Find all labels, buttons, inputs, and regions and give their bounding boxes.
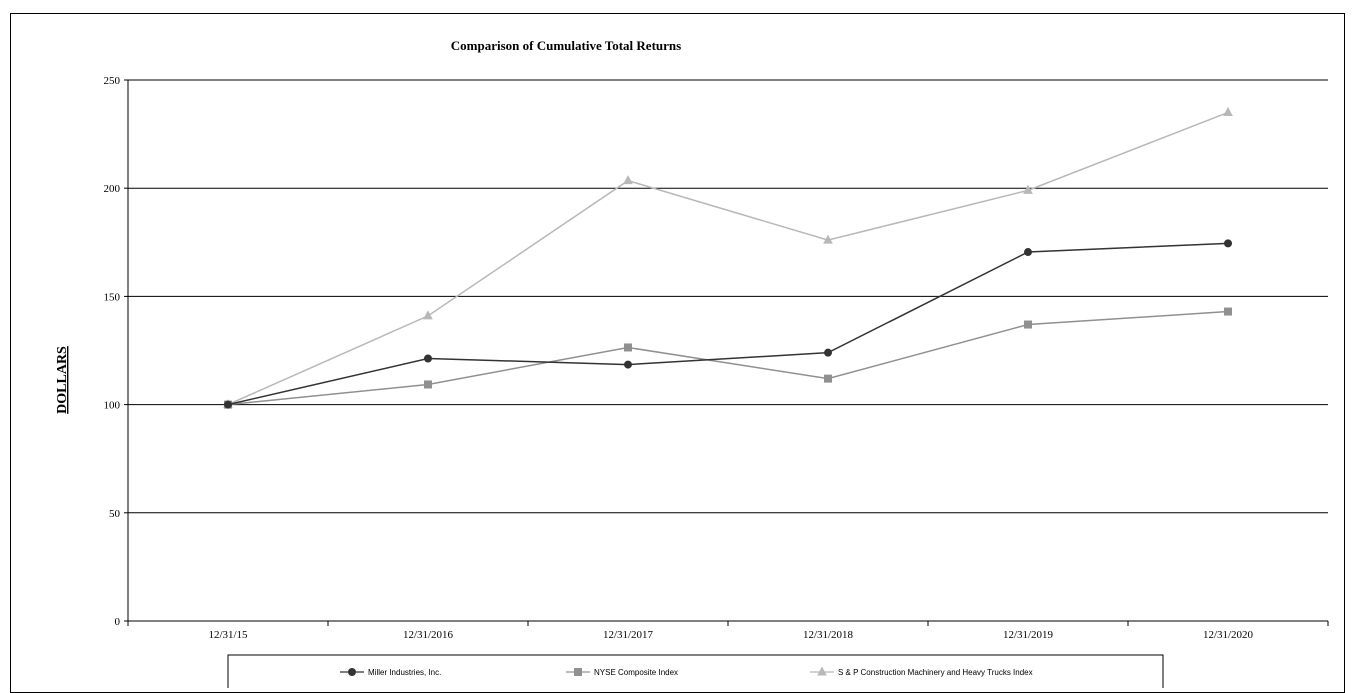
legend-marker — [574, 668, 582, 676]
data-point — [1024, 320, 1032, 329]
x-tick-label: 12/31/2019 — [1003, 629, 1054, 641]
series-0 — [224, 239, 1232, 409]
legend-marker — [348, 668, 356, 676]
legend-item: NYSE Composite Index — [566, 668, 678, 677]
data-point — [624, 343, 632, 352]
x-tick-label: 12/31/2020 — [1203, 629, 1254, 641]
data-point — [424, 354, 432, 363]
chart-frame — [10, 13, 1345, 693]
y-tick-label: 0 — [115, 616, 121, 628]
legend-label: Miller Industries, Inc. — [368, 668, 441, 677]
axes: 0 50 100 150 200 250 12/31/15 12/31/2016 12/31/2… — [104, 75, 1329, 641]
x-tick-label: 12/31/2017 — [603, 629, 654, 641]
legend-item: Miller Industries, Inc. — [340, 668, 441, 677]
y-tick-label: 200 — [104, 183, 121, 195]
legend-box — [227, 654, 1164, 688]
legend-item: S & P Construction Machinery and Heavy T… — [810, 666, 1033, 677]
x-tick-label: 12/31/15 — [208, 629, 248, 641]
data-point — [424, 380, 432, 389]
data-point — [624, 360, 632, 369]
legend-label: NYSE Composite Index — [594, 668, 678, 677]
data-point — [1224, 239, 1232, 248]
gridlines — [128, 79, 1328, 514]
y-axis-label: DOLLARS — [55, 346, 70, 414]
y-tick-label: 250 — [104, 75, 121, 87]
chart-title: Comparison of Cumulative Total Returns — [451, 38, 681, 53]
data-point — [224, 400, 232, 409]
legend: Miller Industries, Inc. NYSE Composite In… — [227, 654, 1164, 688]
data-point — [423, 310, 433, 320]
series-lines — [223, 106, 1233, 409]
legend-marker — [817, 666, 827, 676]
series-line — [227, 111, 1229, 406]
series-line — [227, 310, 1229, 406]
data-point — [1024, 248, 1032, 257]
y-tick-label: 50 — [109, 508, 121, 520]
data-point — [1224, 307, 1232, 316]
data-point — [824, 348, 832, 357]
series-line — [227, 242, 1229, 406]
y-tick-label: 100 — [104, 400, 121, 412]
data-point — [823, 234, 833, 244]
data-point — [1223, 106, 1233, 116]
data-point — [824, 374, 832, 383]
x-tick-label: 12/31/2018 — [803, 629, 854, 641]
data-point — [1023, 184, 1033, 194]
x-tick-label: 12/31/2016 — [403, 629, 454, 641]
y-tick-label: 150 — [104, 291, 121, 303]
legend-label: S & P Construction Machinery and Heavy T… — [838, 668, 1033, 677]
data-point — [623, 175, 633, 185]
